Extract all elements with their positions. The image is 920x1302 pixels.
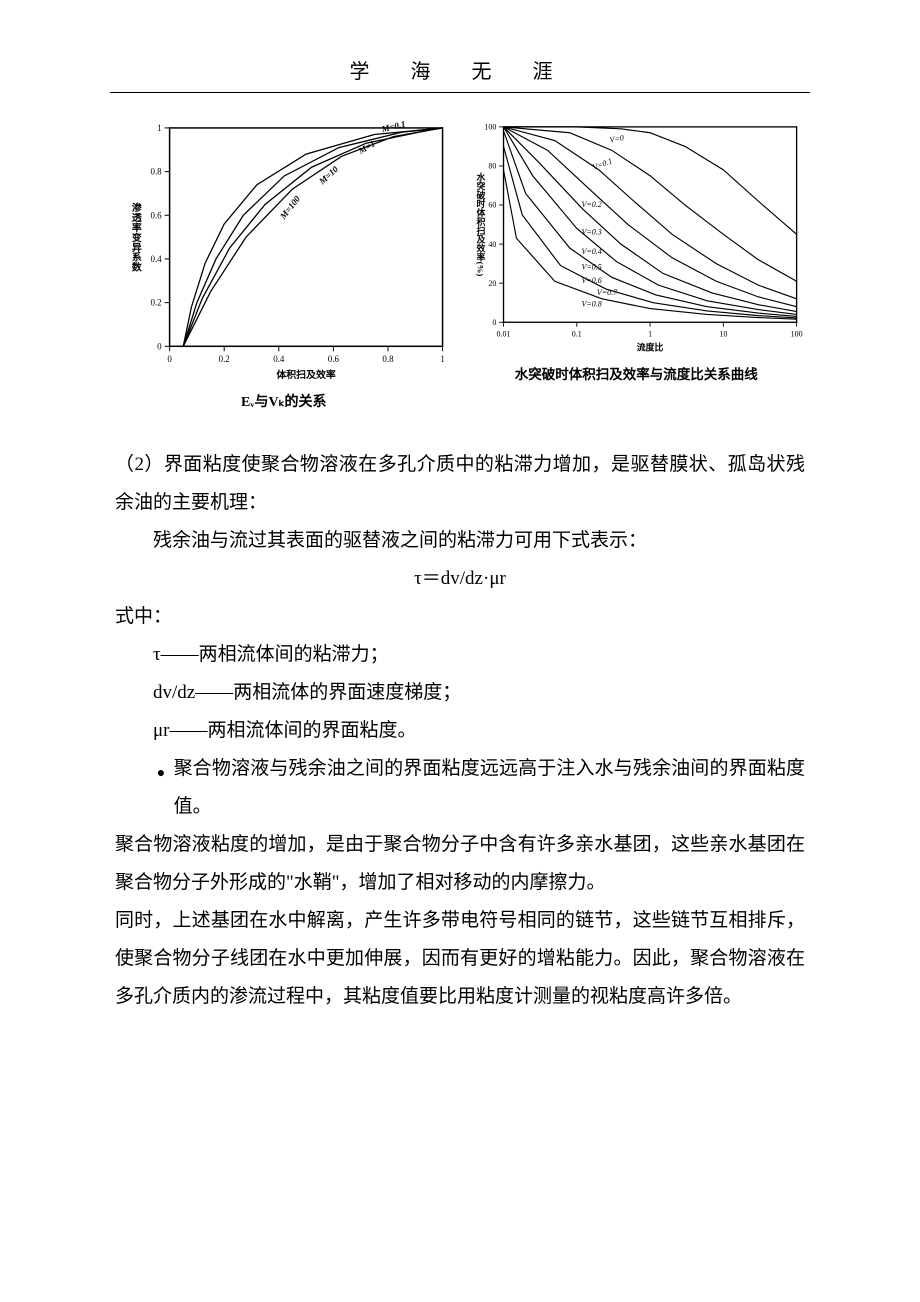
svg-text:V=0.8: V=0.8 bbox=[581, 300, 601, 309]
def-dvdz: dv/dz——两相流体的界面速度梯度； bbox=[115, 674, 805, 712]
svg-text:0.8: 0.8 bbox=[382, 354, 394, 364]
svg-text:20: 20 bbox=[488, 279, 496, 288]
svg-text:体积扫及效率: 体积扫及效率 bbox=[276, 368, 336, 381]
svg-text:80: 80 bbox=[488, 162, 496, 171]
svg-text:1: 1 bbox=[440, 354, 444, 364]
bullet-row: ● 聚合物溶液与残余油之间的界面粘度远远高于注入水与残余油间的界面粘度值。 bbox=[115, 750, 805, 826]
svg-text:100: 100 bbox=[790, 329, 802, 338]
chart-2-box: 0.01 0.1 1 10 100 0 20 40 60 80 100 流度比 水突破时体积扫及效率(%… bbox=[468, 118, 806, 411]
svg-text:100: 100 bbox=[484, 123, 496, 132]
svg-text:1: 1 bbox=[157, 123, 161, 133]
svg-text:0.6: 0.6 bbox=[328, 354, 340, 364]
charts-row: 00.20.40.60.8100.20.40.60.81体积扫及效率渗透率变异系… bbox=[115, 118, 805, 411]
svg-text:流度比: 流度比 bbox=[636, 342, 663, 353]
bullet-text: 聚合物溶液与残余油之间的界面粘度远远高于注入水与残余油间的界面粘度值。 bbox=[174, 750, 805, 826]
svg-text:渗透率变异系数: 渗透率变异系数 bbox=[129, 201, 141, 273]
page-content: 00.20.40.60.8100.20.40.60.81体积扫及效率渗透率变异系… bbox=[0, 93, 920, 1016]
para-viscous: 残余油与流过其表面的驱替液之间的粘滞力可用下式表示： bbox=[115, 522, 805, 560]
chart-1-svg: 0 0.2 0.4 0.6 0.8 1 0 0.2 0.4 0.6 0.8 1 体积扫及效率 渗透率变异系… bbox=[115, 118, 453, 386]
para-5: 同时，上述基团在水中解离，产生许多带电符号相同的链节，这些链节互相排斥，使聚合物… bbox=[115, 902, 805, 1016]
page-header: 学 海 无 涯 bbox=[0, 0, 920, 84]
header-title: 学 海 无 涯 bbox=[350, 61, 571, 83]
para-2: （2）界面粘度使聚合物溶液在多孔介质中的粘滞力增加，是驱替膜状、孤岛状残余油的主… bbox=[115, 446, 805, 522]
def-mur: μr——两相流体间的界面粘度。 bbox=[115, 712, 805, 750]
svg-text:0.01: 0.01 bbox=[496, 329, 510, 338]
svg-text:60: 60 bbox=[488, 201, 496, 210]
svg-text:0.4: 0.4 bbox=[151, 254, 163, 264]
svg-text:1: 1 bbox=[648, 329, 652, 338]
body-text: （2）界面粘度使聚合物溶液在多孔介质中的粘滞力增加，是驱替膜状、孤岛状残余油的主… bbox=[115, 446, 805, 1016]
svg-text:0.2: 0.2 bbox=[219, 354, 230, 364]
chart-2-caption: 水突破时体积扫及效率与流度比关系曲线 bbox=[515, 363, 758, 383]
formula: τ＝dv/dz·μr bbox=[115, 560, 805, 598]
svg-text:0.2: 0.2 bbox=[151, 298, 162, 308]
svg-text:0.1: 0.1 bbox=[571, 329, 581, 338]
svg-text:0.8: 0.8 bbox=[151, 167, 163, 177]
para-4: 聚合物溶液粘度的增加，是由于聚合物分子中含有许多亲水基团，这些亲水基团在聚合物分… bbox=[115, 826, 805, 902]
para-where: 式中： bbox=[115, 598, 805, 636]
def-tau: τ——两相流体间的粘滞力； bbox=[115, 636, 805, 674]
svg-text:0.4: 0.4 bbox=[273, 354, 285, 364]
svg-text:V=0.4: V=0.4 bbox=[581, 247, 601, 256]
svg-text:40: 40 bbox=[488, 240, 496, 249]
svg-text:V=0.2: V=0.2 bbox=[581, 200, 601, 209]
svg-text:V=0.7: V=0.7 bbox=[596, 288, 617, 297]
chart-1-caption: Eᵥ与Vₖ的关系 bbox=[241, 391, 327, 411]
svg-text:0: 0 bbox=[157, 341, 162, 351]
bullet-icon: ● bbox=[157, 760, 165, 788]
svg-text:水突破时体积扫及效率(%): 水突破时体积扫及效率(%) bbox=[475, 172, 485, 277]
svg-text:0: 0 bbox=[492, 318, 496, 327]
chart-2-svg: 0.01 0.1 1 10 100 0 20 40 60 80 100 流度比 水突破时体积扫及效率(%… bbox=[468, 118, 806, 358]
svg-text:0: 0 bbox=[167, 354, 172, 364]
svg-text:10: 10 bbox=[719, 329, 727, 338]
chart-1-box: 0 0.2 0.4 0.6 0.8 1 0 0.2 0.4 0.6 0.8 1 体积扫及效率 渗透率变异系… bbox=[115, 118, 453, 411]
svg-text:0.6: 0.6 bbox=[151, 210, 163, 220]
